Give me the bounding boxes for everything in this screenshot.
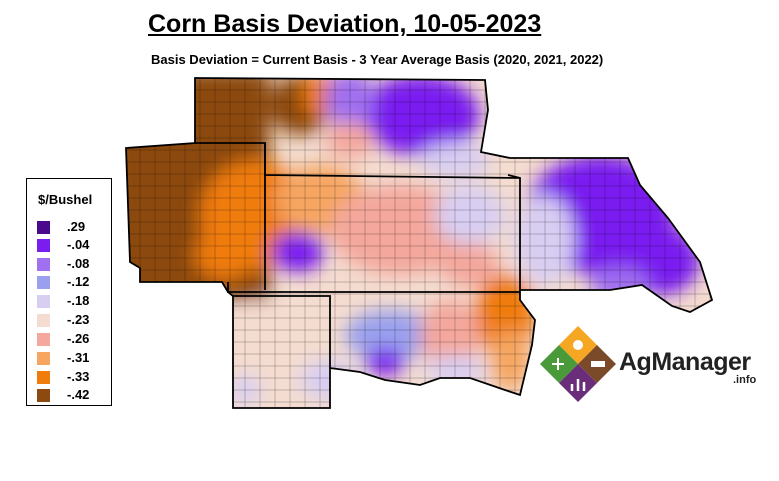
page-subtitle: Basis Deviation = Current Basis - 3 Year… (151, 52, 604, 67)
legend-title: $/Bushel (38, 192, 93, 207)
agmanager-logo (540, 326, 616, 402)
legend-item: -.23 (37, 312, 107, 329)
legend-label: .29 (67, 219, 86, 234)
legend-swatch (37, 276, 50, 289)
legend-item: -.04 (37, 237, 107, 254)
legend-item: -.33 (37, 369, 107, 386)
legend-item: -.12 (37, 274, 107, 291)
legend-swatch (37, 314, 50, 327)
legend-swatch (37, 295, 50, 308)
legend-item: -.31 (37, 350, 107, 367)
legend-swatch (37, 333, 50, 346)
legend-swatch (37, 352, 50, 365)
legend-label: -.08 (67, 256, 90, 271)
legend: $/Bushel .29 -.04 -.08 -.12 -.18 -.23 -.… (26, 178, 112, 406)
legend-swatch (37, 221, 50, 234)
legend-item: -.26 (37, 331, 107, 348)
legend-label: -.33 (67, 369, 90, 384)
legend-label: -.26 (67, 331, 90, 346)
legend-item: .29 (37, 219, 107, 236)
brand-name: AgManager (619, 348, 751, 376)
legend-label: -.04 (67, 237, 90, 252)
legend-label: -.31 (67, 350, 90, 365)
legend-item: -.42 (37, 387, 107, 404)
legend-swatch (37, 258, 50, 271)
legend-swatch (37, 389, 50, 402)
legend-swatch (37, 371, 50, 384)
legend-label: -.18 (67, 293, 90, 308)
state-borders (125, 77, 714, 409)
legend-item: -.18 (37, 293, 107, 310)
legend-label: -.23 (67, 312, 90, 327)
legend-label: -.42 (67, 387, 90, 402)
brand-suffix: .info (733, 374, 757, 386)
legend-swatch (37, 239, 50, 252)
page-title: Corn Basis Deviation, 10-05-2023 (148, 10, 542, 38)
legend-label: -.12 (67, 274, 90, 289)
legend-item: -.08 (37, 256, 107, 273)
